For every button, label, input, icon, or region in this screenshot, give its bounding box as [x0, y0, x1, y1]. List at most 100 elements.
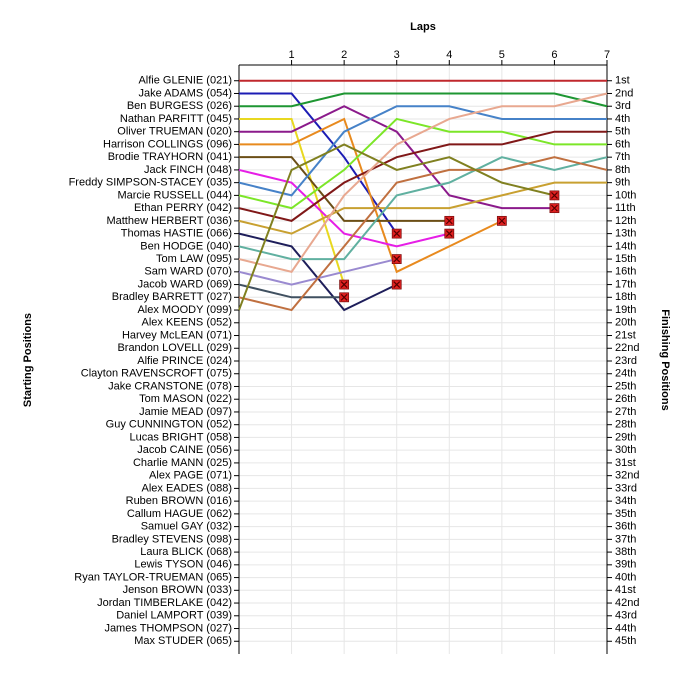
y2-tick-label: 6th — [615, 138, 630, 150]
y2-tick-label: 38th — [615, 546, 636, 558]
x-tick-label: 3 — [394, 49, 400, 61]
y-tick-label: Alex PAGE (071) — [149, 470, 232, 482]
x-tick-label: 2 — [341, 49, 347, 61]
series-line — [238, 168, 450, 248]
y2-axis-title: Finishing Positions — [659, 309, 671, 410]
series-line — [239, 92, 608, 108]
y-tick-label: Alex EADES (088) — [142, 482, 232, 494]
y2-tick-label: 23rd — [615, 355, 637, 367]
y-tick-label: Alfie GLENIE (021) — [138, 75, 232, 87]
series-line — [239, 156, 450, 222]
y2-tick-label: 41st — [615, 584, 636, 596]
y-tick-label: Matthew HERBERT (036) — [106, 215, 232, 227]
series-line — [238, 117, 607, 210]
y2-tick-label: 29th — [615, 431, 636, 443]
y2-tick-label: 18th — [615, 291, 636, 303]
y-tick-label: Callum HAGUE (062) — [127, 508, 232, 520]
series-line — [238, 143, 555, 311]
y2-tick-label: 33rd — [615, 482, 637, 494]
y-tick-label: Jack FINCH (048) — [144, 164, 232, 176]
x-tick-label: 7 — [604, 49, 610, 61]
retired-cross — [445, 230, 453, 238]
y-tick-label: Charlie MANN (025) — [133, 457, 232, 469]
y-tick-label: Ethan PERRY (042) — [134, 202, 232, 214]
retired-cross — [340, 281, 348, 288]
x-tick-label: 4 — [446, 49, 452, 61]
series-line — [238, 130, 607, 222]
y-tick-label: Jacob WARD (069) — [138, 278, 232, 290]
y-tick-label: Alfie PRINCE (024) — [137, 355, 232, 367]
y2-tick-label: 7th — [615, 151, 630, 163]
y2-tick-label: 13th — [615, 228, 636, 240]
y-tick-label: Harrison COLLINGS (096) — [103, 138, 232, 150]
y-tick-label: Jenson BROWN (033) — [123, 584, 232, 596]
y-tick-label: Jacob CAINE (056) — [137, 444, 232, 456]
series-line — [238, 283, 345, 299]
y2-tick-label: 21st — [615, 329, 636, 341]
y2-tick-label: 15th — [615, 253, 636, 265]
y-tick-label: Laura BLICK (068) — [140, 546, 232, 558]
y-tick-label: Jordan TIMBERLAKE (042) — [97, 597, 232, 609]
y-tick-label: Oliver TRUEMAN (020) — [117, 126, 232, 138]
y-tick-label: Ben BURGESS (026) — [127, 100, 232, 112]
x-tick-label: 1 — [289, 49, 295, 61]
y-tick-label: Bradley STEVENS (098) — [112, 533, 232, 545]
series-line — [238, 156, 608, 312]
y2-tick-label: 39th — [615, 559, 636, 571]
y-tick-label: Max STUDER (065) — [134, 635, 232, 647]
y2-tick-label: 8th — [615, 164, 630, 176]
x-axis-title: Laps — [410, 21, 436, 33]
retired-cross — [393, 230, 401, 238]
x-tick-label: 5 — [499, 49, 505, 61]
y2-tick-label: 30th — [615, 444, 636, 456]
y-tick-label: Jamie MEAD (097) — [139, 406, 232, 418]
y2-tick-label: 26th — [615, 393, 636, 405]
y2-tick-label: 9th — [615, 177, 630, 189]
y2-tick-label: 28th — [615, 419, 636, 431]
y2-tick-label: 32nd — [615, 470, 639, 482]
series-line — [238, 92, 608, 273]
y-tick-label: Marcie RUSSELL (044) — [117, 189, 232, 201]
series-line — [238, 181, 607, 235]
y-axis-title: Starting Positions — [22, 313, 34, 407]
series-line — [239, 117, 346, 285]
y2-tick-label: 22nd — [615, 342, 639, 354]
y-tick-label: Tom MASON (022) — [139, 393, 232, 405]
y2-tick-label: 25th — [615, 380, 636, 392]
y-tick-label: Daniel LAMPORT (039) — [116, 610, 232, 622]
y2-tick-label: 19th — [615, 304, 636, 316]
y2-tick-label: 10th — [615, 189, 636, 201]
y2-tick-label: 35th — [615, 508, 636, 520]
retired-cross — [551, 191, 558, 199]
y-tick-label: Ruben BROWN (016) — [126, 495, 232, 507]
y2-tick-label: 1st — [615, 75, 630, 87]
y-tick-label: Alex MOODY (099) — [137, 304, 232, 316]
y2-tick-label: 27th — [615, 406, 636, 418]
y-tick-label: Ryan TAYLOR-TRUEMAN (065) — [74, 571, 232, 583]
series-line — [238, 105, 607, 197]
retired-cross — [445, 217, 453, 225]
y-tick-label: Sam WARD (070) — [144, 266, 232, 278]
retired-cross — [340, 293, 348, 301]
x-tick-label: 6 — [551, 49, 557, 61]
retired-cross — [393, 255, 401, 263]
y-tick-label: Samuel GAY (032) — [141, 521, 232, 533]
y2-tick-label: 42nd — [615, 597, 639, 609]
y-tick-label: Lewis TYSON (046) — [134, 559, 232, 571]
y2-tick-label: 36th — [615, 521, 636, 533]
y2-tick-label: 16th — [615, 266, 636, 278]
y-tick-label: Thomas HASTIE (066) — [121, 228, 232, 240]
y-tick-label: Ben HODGE (040) — [140, 240, 232, 252]
y2-tick-label: 5th — [615, 126, 630, 138]
y-tick-label: Alex KEENS (052) — [142, 317, 232, 329]
y2-tick-label: 34th — [615, 495, 636, 507]
y2-tick-label: 4th — [615, 113, 630, 125]
y-tick-label: Jake CRANSTONE (078) — [108, 380, 232, 392]
y2-tick-label: 31st — [615, 457, 636, 469]
y-tick-label: Harvey McLEAN (071) — [122, 329, 232, 341]
y2-tick-label: 43rd — [615, 610, 637, 622]
retired-cross — [393, 281, 401, 288]
y2-tick-label: 17th — [615, 278, 636, 290]
y2-tick-label: 2nd — [615, 87, 633, 99]
